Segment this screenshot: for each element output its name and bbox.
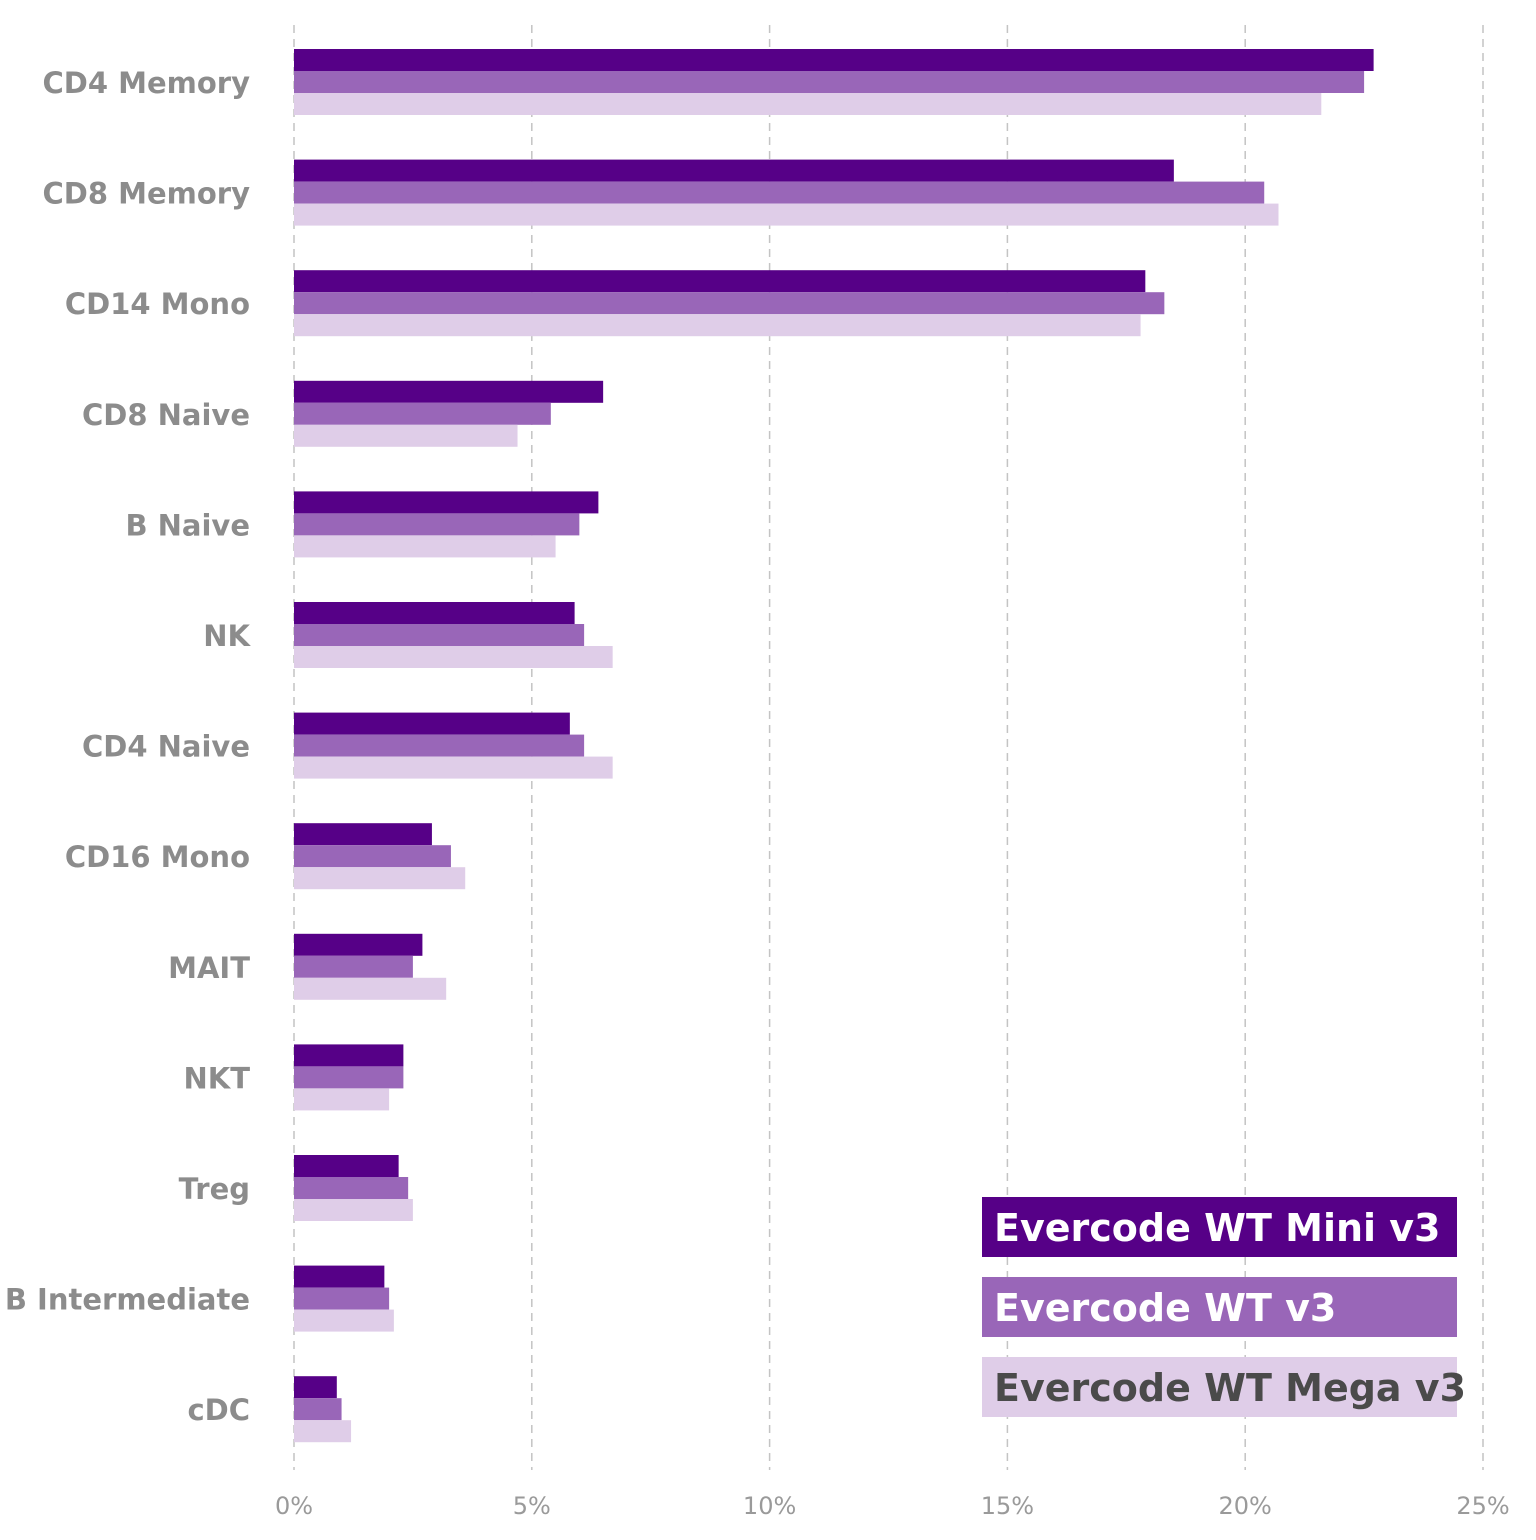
bar [294, 624, 585, 646]
bar [294, 380, 604, 403]
category-label: B Naive [125, 508, 250, 542]
category-label: NK [203, 619, 251, 653]
bar [294, 513, 580, 536]
bar [294, 646, 613, 668]
x-tick-label: 15% [981, 1492, 1034, 1520]
bar [294, 823, 432, 846]
category-label: CD16 Mono [65, 840, 250, 874]
legend: Evercode WT Mini v3 Evercode WT v3 Evercod… [982, 1197, 1466, 1417]
bar [294, 1066, 404, 1089]
bar [294, 867, 466, 890]
bars [294, 49, 1374, 1443]
bar [294, 1155, 399, 1177]
bar [294, 270, 1146, 293]
bar [294, 1088, 390, 1111]
legend-swatch [982, 1277, 1457, 1337]
legend-swatch [982, 1197, 1457, 1257]
bar [294, 93, 1322, 115]
category-label: CD8 Naive [82, 398, 250, 432]
bar [294, 1044, 404, 1067]
bar [294, 1199, 413, 1221]
category-label: B Intermediate [5, 1283, 250, 1317]
legend-label: Evercode WT Mega v3 [994, 1366, 1466, 1410]
category-labels: CD4 Memory CD8 Memory CD14 Mono CD8 Naive B … [5, 66, 252, 1427]
x-tick-labels: 0% 5% 10% 15% 20% 25% [275, 1492, 1510, 1520]
bar [294, 71, 1365, 93]
bar [294, 602, 575, 624]
bar [294, 402, 551, 425]
bar [294, 1265, 385, 1288]
x-tick-label: 20% [1219, 1492, 1272, 1520]
bar [294, 49, 1374, 71]
bar [294, 1287, 390, 1310]
bar [294, 159, 1174, 182]
bar [294, 1398, 342, 1421]
legend-label: Evercode WT v3 [994, 1286, 1336, 1330]
bar [294, 535, 556, 558]
bar [294, 1376, 337, 1399]
x-tick-label: 25% [1456, 1492, 1509, 1520]
bar [294, 845, 451, 868]
bar [294, 491, 599, 514]
x-tick-label: 10% [743, 1492, 796, 1520]
bar [294, 1420, 352, 1443]
bar [294, 712, 570, 735]
category-label: Treg [179, 1172, 250, 1206]
category-label: CD14 Mono [65, 287, 250, 321]
category-label: cDC [187, 1393, 250, 1427]
category-label: CD4 Naive [82, 730, 250, 764]
bar [294, 1309, 394, 1332]
bar [294, 955, 413, 978]
x-tick-label: 5% [513, 1492, 551, 1520]
x-tick-label: 0% [275, 1492, 313, 1520]
bar [294, 181, 1265, 204]
bar [294, 1177, 409, 1199]
bar [294, 933, 423, 956]
bar [294, 756, 613, 779]
category-label: CD4 Memory [42, 66, 250, 100]
bar [294, 203, 1279, 226]
bar [294, 977, 447, 1000]
legend-swatch [982, 1357, 1457, 1417]
bar [294, 424, 518, 447]
category-label: NKT [183, 1061, 250, 1095]
bar [294, 314, 1141, 337]
legend-label: Evercode WT Mini v3 [994, 1206, 1441, 1250]
bar [294, 292, 1165, 315]
category-label: MAIT [168, 951, 250, 985]
bar [294, 734, 585, 757]
category-label: CD8 Memory [42, 177, 250, 211]
